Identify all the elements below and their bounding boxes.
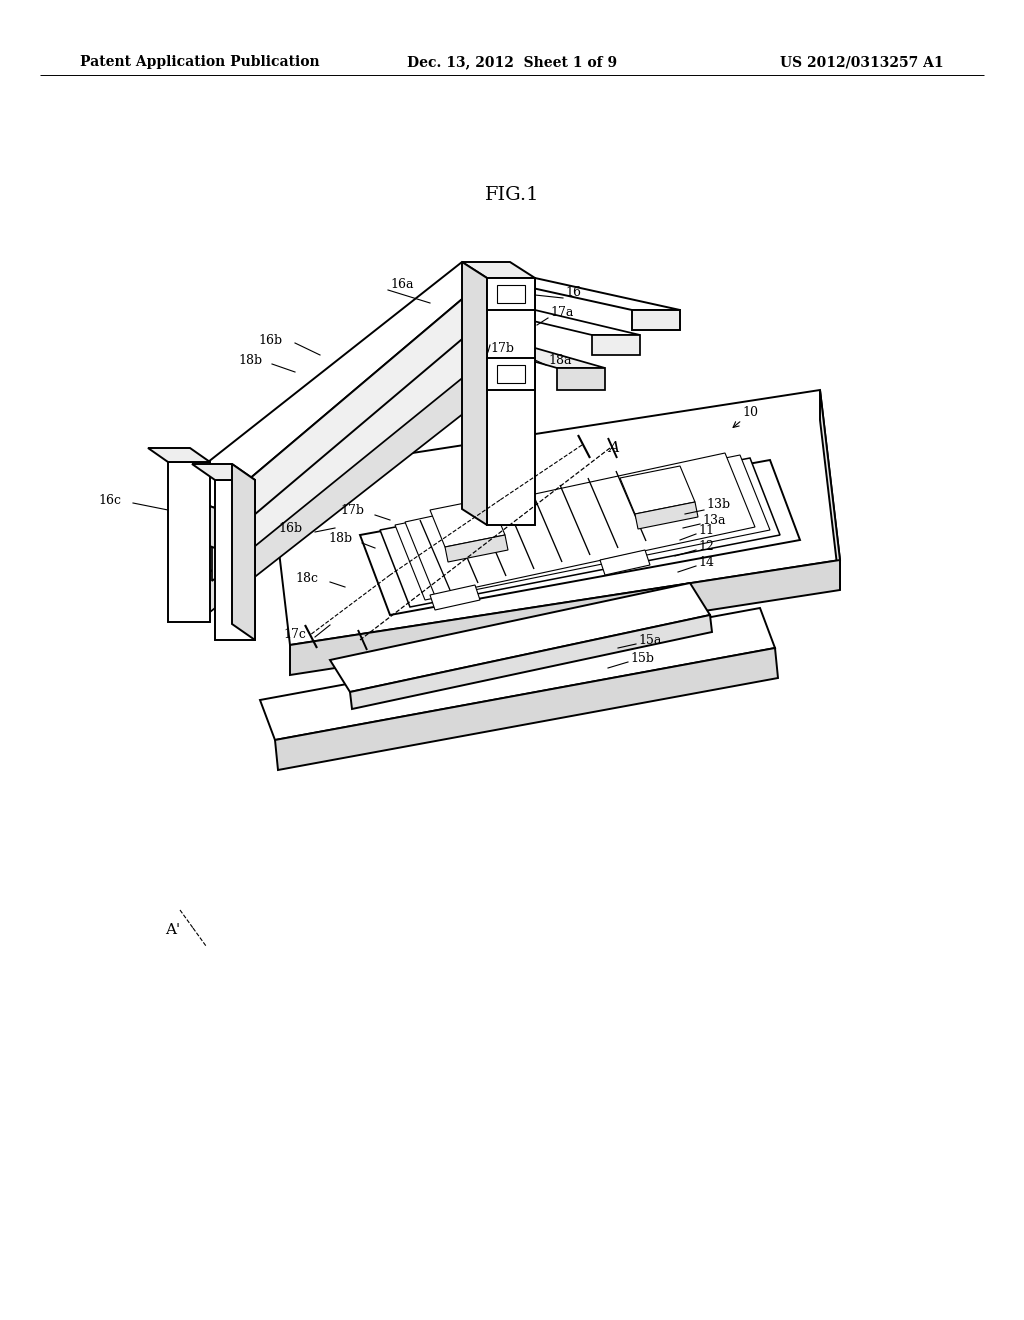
Polygon shape: [290, 560, 840, 675]
Text: FIG.1: FIG.1: [484, 186, 540, 205]
Text: 18a: 18a: [548, 354, 571, 367]
Polygon shape: [462, 261, 487, 525]
Polygon shape: [497, 366, 525, 383]
Polygon shape: [215, 480, 255, 640]
Polygon shape: [170, 492, 215, 548]
Polygon shape: [178, 556, 210, 612]
Polygon shape: [175, 302, 487, 541]
Polygon shape: [148, 447, 210, 462]
Text: 16b: 16b: [258, 334, 283, 346]
Polygon shape: [445, 535, 508, 562]
Polygon shape: [330, 583, 710, 692]
Polygon shape: [487, 279, 535, 525]
Polygon shape: [557, 368, 605, 389]
Polygon shape: [487, 358, 535, 389]
Text: 17b: 17b: [340, 503, 364, 516]
Polygon shape: [820, 389, 840, 590]
Polygon shape: [395, 455, 770, 601]
Polygon shape: [620, 466, 695, 513]
Polygon shape: [210, 355, 487, 612]
Polygon shape: [635, 502, 698, 529]
Polygon shape: [600, 550, 650, 576]
Text: 10: 10: [742, 407, 758, 420]
Polygon shape: [487, 279, 680, 310]
Polygon shape: [497, 285, 525, 304]
Text: 15a: 15a: [638, 634, 662, 647]
Text: 16b: 16b: [278, 521, 302, 535]
Text: 17c: 17c: [283, 628, 306, 642]
Text: 12: 12: [698, 540, 714, 553]
Polygon shape: [350, 615, 712, 709]
Polygon shape: [487, 279, 535, 310]
Text: 13b: 13b: [706, 499, 730, 511]
Text: 18b: 18b: [238, 354, 262, 367]
Polygon shape: [193, 465, 255, 480]
Polygon shape: [168, 462, 210, 622]
Text: 16: 16: [565, 285, 581, 298]
Polygon shape: [212, 318, 487, 581]
Text: 13a: 13a: [702, 513, 725, 527]
Text: Dec. 13, 2012  Sheet 1 of 9: Dec. 13, 2012 Sheet 1 of 9: [407, 55, 617, 69]
Text: 16c: 16c: [98, 494, 121, 507]
Text: 17b: 17b: [490, 342, 514, 355]
Polygon shape: [406, 453, 755, 597]
Text: 18b: 18b: [328, 532, 352, 544]
Text: 17a: 17a: [550, 305, 573, 318]
Polygon shape: [260, 609, 775, 741]
Text: A': A': [165, 923, 180, 937]
Polygon shape: [430, 498, 505, 546]
Polygon shape: [360, 459, 800, 615]
Polygon shape: [462, 261, 535, 279]
Polygon shape: [632, 310, 680, 330]
Text: 14: 14: [698, 556, 714, 569]
Polygon shape: [380, 458, 780, 607]
Polygon shape: [215, 279, 487, 548]
Text: 16a: 16a: [390, 279, 414, 292]
Polygon shape: [178, 338, 487, 572]
Polygon shape: [232, 465, 255, 640]
Polygon shape: [275, 648, 778, 770]
Text: 11: 11: [698, 524, 714, 536]
Polygon shape: [592, 335, 640, 355]
Polygon shape: [430, 585, 480, 610]
Text: 18c: 18c: [295, 572, 318, 585]
Polygon shape: [487, 348, 605, 368]
Polygon shape: [170, 261, 487, 508]
Text: Patent Application Publication: Patent Application Publication: [80, 55, 319, 69]
Polygon shape: [487, 310, 640, 335]
Text: A: A: [608, 441, 618, 455]
Polygon shape: [270, 389, 840, 645]
Text: US 2012/0313257 A1: US 2012/0313257 A1: [780, 55, 944, 69]
Text: 15b: 15b: [630, 652, 654, 664]
